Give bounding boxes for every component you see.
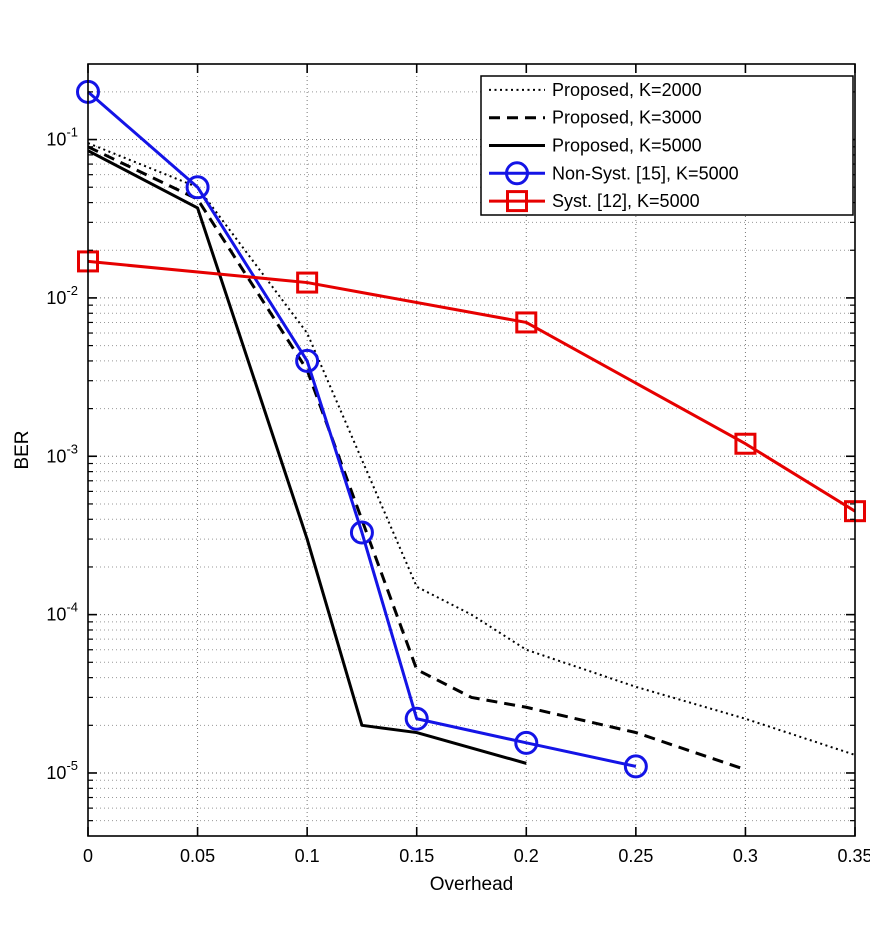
marker-circle	[404, 706, 429, 731]
x-tick-label: 0.05	[180, 846, 215, 866]
axes-box	[87, 63, 856, 837]
legend-label: Proposed, K=2000	[552, 80, 702, 100]
series-line-4	[87, 259, 856, 513]
series-line-1	[87, 145, 746, 772]
marker-circle	[514, 730, 539, 755]
series-line-0	[87, 142, 856, 756]
legend-marker-square	[506, 190, 528, 213]
x-axis-label: Overhead	[430, 874, 513, 895]
y-axis-label: BER	[12, 430, 33, 469]
marker-square	[734, 432, 757, 455]
marker-circle	[295, 348, 320, 373]
x-tick-label: 0	[83, 846, 93, 866]
y-tick-label: 10-3	[46, 441, 78, 466]
legend-label: Proposed, K=5000	[552, 136, 702, 156]
series-line-3	[87, 90, 637, 768]
x-tick-label: 0.3	[733, 846, 758, 866]
series-line-2	[87, 149, 527, 765]
legend-label: Syst. [12], K=5000	[552, 191, 700, 211]
legend-label: Proposed, K=3000	[552, 108, 702, 128]
marker-square	[515, 311, 538, 334]
legend: Proposed, K=2000 Proposed, K=3000 Proposed…	[480, 75, 854, 216]
legend-label: Non-Syst. [15], K=5000	[552, 163, 739, 183]
x-tick-label: 0.25	[618, 846, 653, 866]
legend-marker-circle	[505, 161, 529, 186]
marker-circle	[349, 520, 374, 545]
legend-box	[480, 75, 854, 216]
y-tick-label: 10-2	[46, 283, 78, 308]
y-tick-label: 10-1	[46, 125, 78, 150]
marker-circle	[185, 175, 210, 200]
marker-circle	[623, 754, 648, 779]
marker-square	[296, 271, 319, 294]
x-tick-label: 0.2	[514, 846, 539, 866]
y-tick-label: 10-4	[46, 600, 78, 625]
y-tick-label: 10-5	[46, 758, 78, 783]
x-tick-label: 0.35	[837, 846, 870, 866]
x-tick-label: 0.15	[399, 846, 434, 866]
x-tick-label: 0.1	[295, 846, 320, 866]
